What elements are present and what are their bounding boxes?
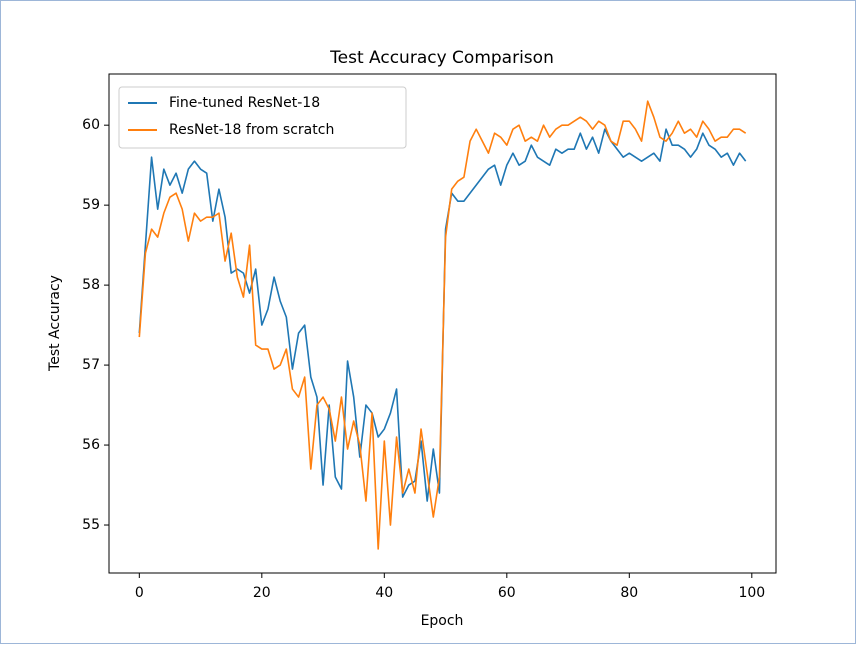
legend-label: ResNet-18 from scratch (169, 122, 334, 138)
y-tick-label: 56 (82, 437, 100, 453)
x-axis-label: Epoch (421, 613, 464, 629)
x-tick-label: 40 (375, 585, 393, 601)
legend-box (118, 86, 407, 149)
y-axis-label: Test Accuracy (47, 275, 63, 372)
x-tick-label: 60 (498, 585, 516, 601)
series-line (138, 100, 747, 550)
plot-frame (108, 73, 777, 574)
y-tick-label: 57 (82, 357, 100, 373)
x-tick-label: 0 (135, 585, 144, 601)
series-line (138, 128, 747, 502)
x-tick-label: 100 (738, 585, 765, 601)
legend-label: Fine-tuned ResNet-18 (169, 95, 320, 111)
y-tick-label: 60 (82, 117, 100, 133)
y-tick-label: 58 (82, 277, 100, 293)
y-tick-label: 59 (82, 197, 100, 213)
x-tick-label: 20 (253, 585, 271, 601)
y-tick-label: 55 (82, 517, 100, 533)
chart-title: Test Accuracy Comparison (329, 48, 554, 68)
x-tick-label: 80 (620, 585, 638, 601)
